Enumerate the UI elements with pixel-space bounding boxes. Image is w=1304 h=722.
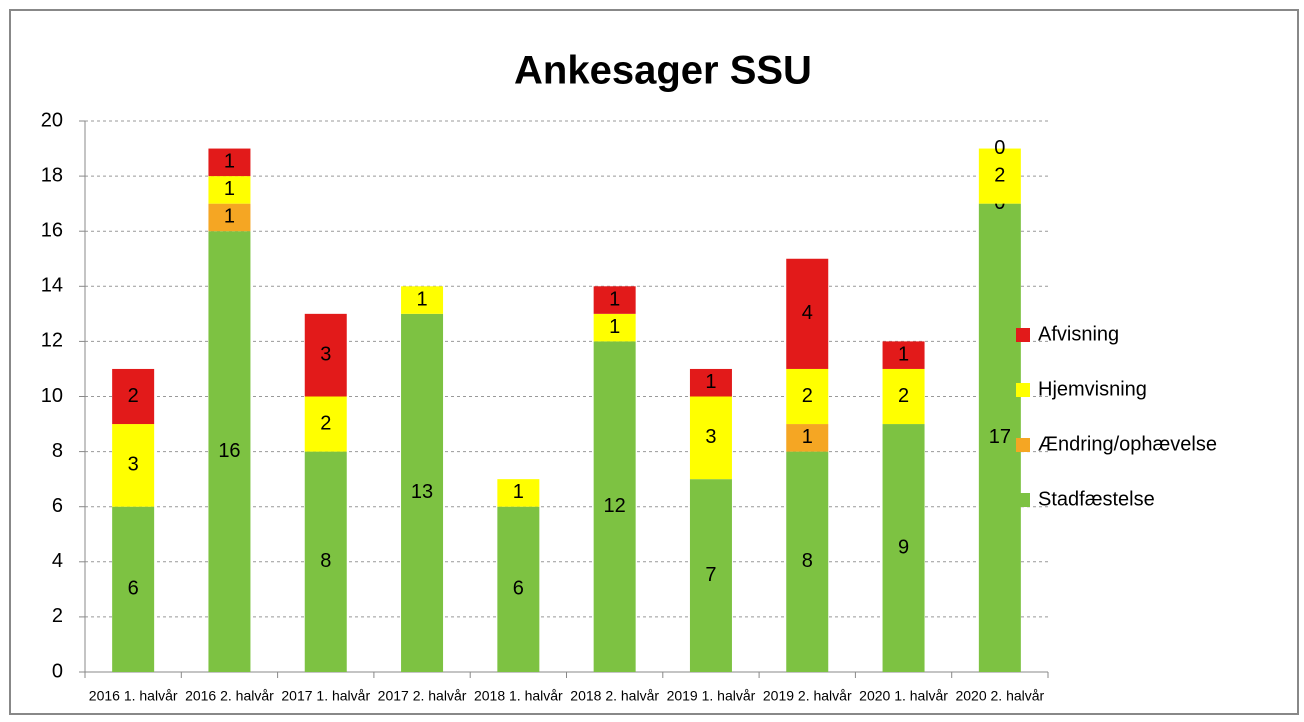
bar-segment [978, 203, 1021, 672]
legend-label: Hjemvisning [1038, 378, 1147, 400]
y-tick-label: 6 [52, 495, 63, 517]
y-tick-label: 4 [52, 550, 63, 572]
data-label: 1 [224, 178, 235, 200]
bar-segment [112, 506, 155, 672]
bar-segment [689, 368, 732, 397]
bar-segment [978, 148, 1021, 204]
bar-segment [689, 396, 732, 480]
data-label: 16 [218, 440, 240, 462]
data-label: 12 [604, 495, 626, 517]
bar-segment [689, 479, 732, 672]
legend-label: Afvisning [1038, 323, 1119, 345]
y-tick-label: 18 [41, 164, 63, 186]
y-tick-label: 20 [41, 109, 63, 131]
data-label: 1 [898, 343, 909, 365]
bar-segment [593, 286, 636, 314]
y-tick-label: 16 [41, 219, 63, 241]
data-label: 7 [705, 564, 716, 586]
data-label: 0 [994, 137, 1005, 159]
data-label: 1 [802, 426, 813, 448]
legend-label: Stadfæstelse [1038, 488, 1155, 510]
legend-swatch [1016, 383, 1030, 397]
bar-segment [208, 231, 251, 672]
data-label: 1 [224, 206, 235, 228]
bar-segment [786, 368, 829, 425]
bar-segment [497, 479, 540, 507]
data-label: 9 [898, 536, 909, 558]
bar-segment [208, 176, 251, 204]
x-tick-label: 2018 1. halvår [474, 688, 563, 704]
legend-label: Ændring/ophævelse [1038, 433, 1217, 455]
bar-segment [593, 313, 636, 342]
bar-segment [786, 258, 829, 369]
data-label: 13 [411, 481, 433, 503]
data-label: 1 [416, 288, 427, 310]
x-tick-label: 2016 2. halvår [185, 688, 274, 704]
bar-segment [497, 506, 540, 672]
y-tick-label: 2 [52, 605, 63, 627]
bar-segment [112, 424, 155, 507]
bar-segment [304, 451, 347, 672]
legend-swatch [1016, 438, 1030, 452]
data-label: 1 [705, 371, 716, 393]
data-label: 3 [128, 454, 139, 476]
y-tick-label: 12 [41, 330, 63, 352]
x-tick-label: 2020 2. halvår [955, 688, 1044, 704]
bar-segment [882, 424, 925, 672]
bar-segment [882, 341, 925, 369]
bar-segment [786, 424, 829, 452]
x-tick-label: 2019 2. halvår [763, 688, 852, 704]
data-label: 1 [609, 288, 620, 310]
data-label: 4 [802, 302, 813, 324]
data-label: 2 [802, 385, 813, 407]
legend-swatch [1016, 328, 1030, 342]
data-label: 1 [609, 316, 620, 338]
data-label: 2 [320, 412, 331, 434]
x-tick-label: 2017 1. halvår [281, 688, 370, 704]
x-tick-label: 2016 1. halvår [89, 688, 178, 704]
y-tick-label: 10 [41, 385, 63, 407]
bar-segment [786, 451, 829, 672]
data-label: 3 [320, 343, 331, 365]
x-tick-label: 2017 2. halvår [378, 688, 467, 704]
data-label: 6 [513, 578, 524, 600]
data-label: 2 [994, 164, 1005, 186]
data-label: 8 [802, 550, 813, 572]
bar-segment [882, 368, 925, 425]
bar-segment [401, 286, 444, 314]
y-tick-label: 14 [41, 275, 63, 297]
x-tick-label: 2018 2. halvår [570, 688, 659, 704]
y-tick-label: 8 [52, 440, 63, 462]
y-tick-label: 0 [52, 660, 63, 682]
data-label: 17 [989, 426, 1011, 448]
x-tick-label: 2019 1. halvår [667, 688, 756, 704]
bar-segment [304, 396, 347, 452]
data-label: 1 [513, 481, 524, 503]
data-label: 2 [128, 385, 139, 407]
bar-segment [593, 341, 636, 672]
bar-segment [304, 313, 347, 397]
chart-title: Ankesager SSU [514, 49, 812, 93]
bar-segment [401, 313, 444, 672]
data-label: 6 [128, 578, 139, 600]
chart-frame [9, 9, 1299, 715]
data-label: 3 [705, 426, 716, 448]
x-tick-label: 2020 1. halvår [859, 688, 948, 704]
bar-segment [208, 148, 251, 177]
data-label: 1 [224, 151, 235, 173]
data-label: 8 [320, 550, 331, 572]
bar-segment [208, 203, 251, 232]
data-label: 2 [898, 385, 909, 407]
bar-segment [112, 368, 155, 425]
legend-swatch [1016, 493, 1030, 507]
